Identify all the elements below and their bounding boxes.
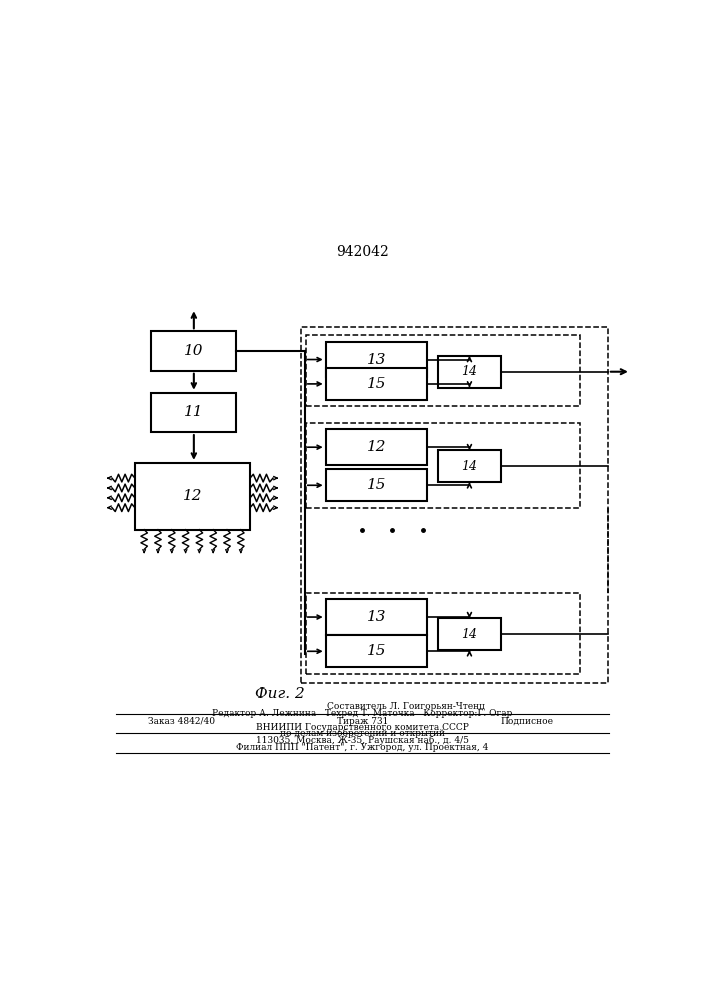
Bar	[306, 423, 580, 508]
Text: 13: 13	[366, 610, 386, 624]
Bar	[301, 327, 608, 683]
Text: 13: 13	[366, 353, 386, 367]
Bar	[326, 469, 427, 501]
Text: по делам изобретений и открытий: по делам изобретений и открытий	[280, 729, 445, 738]
Bar	[438, 450, 501, 482]
Bar	[306, 335, 580, 406]
Text: 15: 15	[366, 377, 386, 391]
Text: 113035, Москва, Ж-35, Раушская наб., д. 4/5: 113035, Москва, Ж-35, Раушская наб., д. …	[256, 736, 469, 745]
Text: Заказ 4842/40: Заказ 4842/40	[148, 717, 215, 726]
Bar	[438, 618, 501, 650]
Bar	[151, 331, 236, 371]
Text: Фиг. 2: Фиг. 2	[255, 687, 305, 701]
Text: 15: 15	[366, 478, 386, 492]
Text: Редактор А. Лежнина   Техред Т. Маточка   Корректор:Г. Огар: Редактор А. Лежнина Техред Т. Маточка Ко…	[212, 709, 513, 718]
Text: Филиал ППП "Патент", г. Ужгород, ул. Проектная, 4: Филиал ППП "Патент", г. Ужгород, ул. Про…	[236, 743, 489, 752]
Bar	[306, 593, 580, 674]
Text: 12: 12	[366, 440, 386, 454]
Bar	[326, 342, 427, 377]
Bar	[326, 429, 427, 465]
Text: ВНИИПИ Государственного комитета СССР: ВНИИПИ Государственного комитета СССР	[256, 723, 469, 732]
Bar	[135, 463, 250, 530]
Text: 15: 15	[366, 644, 386, 658]
Bar	[326, 368, 427, 400]
Text: 942042: 942042	[336, 245, 389, 259]
Bar	[151, 393, 236, 432]
Bar	[438, 356, 501, 388]
Bar	[326, 635, 427, 667]
Text: 11: 11	[184, 405, 204, 419]
Text: 14: 14	[462, 365, 477, 378]
Text: Составитель Л. Гоигорьян-Чтенц: Составитель Л. Гоигорьян-Чтенц	[327, 702, 485, 711]
Text: 10: 10	[184, 344, 204, 358]
Text: Тираж 731: Тираж 731	[337, 717, 388, 726]
Text: 14: 14	[462, 460, 477, 473]
Text: 12: 12	[182, 489, 202, 503]
Text: Подписное: Подписное	[501, 717, 553, 726]
Text: 14: 14	[462, 628, 477, 641]
Bar	[326, 599, 427, 635]
